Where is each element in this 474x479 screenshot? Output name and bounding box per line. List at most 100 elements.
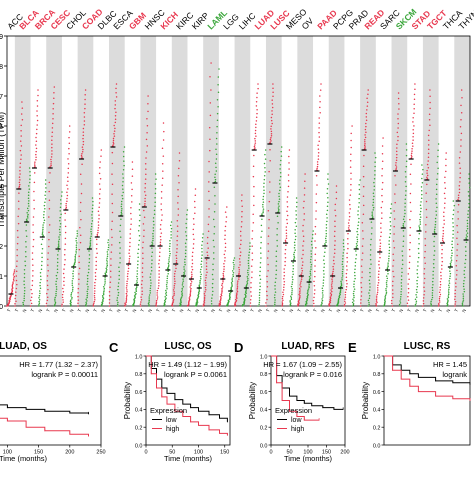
group-label: N [351, 308, 357, 313]
sample-dot [208, 216, 210, 218]
sample-dot [315, 210, 317, 212]
sample-dot [201, 251, 203, 253]
sample-dot [309, 277, 311, 279]
sample-dot [49, 166, 51, 168]
sample-dot [260, 236, 262, 238]
sample-dot [114, 127, 116, 130]
sample-column [155, 122, 165, 307]
sample-dot [452, 229, 454, 232]
sample-dot [66, 197, 68, 200]
sample-dot [400, 293, 402, 296]
sample-dot [271, 99, 273, 101]
cancer-band [140, 36, 157, 306]
sample-dot [169, 242, 171, 245]
sample-dot [302, 245, 304, 247]
sample-dot [185, 222, 187, 225]
sample-dot [107, 248, 109, 251]
sample-dot [45, 187, 47, 189]
sample-dot [35, 136, 37, 139]
sample-dot [58, 236, 60, 238]
sample-dot [208, 199, 210, 202]
sample-dot [250, 286, 252, 289]
sample-dot [334, 240, 336, 242]
sample-dot [371, 211, 373, 213]
sample-dot [184, 261, 186, 263]
sample-dot [55, 288, 58, 290]
sample-dot [220, 297, 222, 299]
sample-dot [239, 243, 242, 246]
sample-dot [200, 273, 202, 276]
sample-dot [23, 283, 25, 286]
sample-dot [111, 173, 113, 175]
sample-column [61, 125, 71, 307]
sample-dot [310, 266, 312, 268]
sample-dot [407, 295, 409, 298]
sample-dot [449, 277, 451, 280]
sample-dot [163, 130, 165, 133]
group-label: T [30, 308, 36, 313]
sample-dot [258, 297, 261, 299]
sample-dot [293, 257, 296, 259]
sample-dot [176, 239, 178, 242]
sample-dot [156, 298, 159, 300]
group-label: N [69, 308, 75, 313]
y-axis-label: Probability [248, 382, 257, 419]
sample-dot [286, 210, 288, 212]
sample-dot [438, 291, 441, 294]
sample-dot [392, 265, 394, 267]
sample-dot [149, 276, 151, 278]
sample-dot [263, 175, 266, 177]
sample-dot [353, 294, 355, 297]
sample-dot [129, 228, 132, 230]
sample-dot [462, 282, 465, 285]
sample-dot [38, 299, 41, 301]
sample-dot [231, 285, 233, 288]
y-axis-label: Probability [123, 382, 132, 419]
sample-dot [133, 295, 136, 297]
sample-dot [214, 162, 217, 165]
sample-dot [468, 199, 470, 201]
sample-dot [415, 300, 418, 302]
sample-dot [162, 122, 165, 124]
sample-dot [115, 91, 117, 94]
sample-dot [19, 162, 22, 165]
sample-dot [362, 237, 364, 240]
sample-dot [240, 225, 243, 228]
sample-dot [421, 177, 423, 180]
sample-dot [210, 89, 212, 91]
sample-dot [136, 275, 138, 278]
sample-dot [214, 176, 216, 178]
sample-dot [63, 280, 65, 283]
sample-dot [161, 162, 164, 165]
sample-dot [74, 255, 76, 258]
sample-dot [370, 233, 373, 235]
sample-dot [301, 270, 304, 272]
sample-dot [272, 83, 274, 85]
sample-dot [401, 267, 403, 270]
sample-dot [388, 255, 390, 257]
sample-dot [183, 268, 185, 270]
sample-dot [311, 233, 314, 236]
sample-dot [356, 241, 359, 243]
sample-dot [405, 176, 407, 178]
sample-dot [91, 197, 94, 199]
sample-dot [458, 191, 461, 194]
sample-dot [181, 282, 184, 284]
sample-dot [221, 290, 223, 293]
sample-dot [289, 299, 291, 302]
sample-dot [178, 160, 181, 162]
y-tick-label: 0.8 [373, 372, 381, 378]
sample-dot [267, 263, 269, 266]
sample-dot [259, 266, 262, 268]
sample-dot [256, 109, 258, 111]
sample-dot [456, 231, 459, 233]
group-label: N [335, 308, 341, 313]
sample-dot [41, 233, 44, 235]
sample-dot [89, 244, 92, 246]
y-tick-label: 0.4 [373, 408, 381, 414]
sample-dot [29, 305, 32, 307]
sample-dot [174, 270, 176, 272]
sample-dot [38, 294, 41, 297]
sample-dot [72, 277, 74, 280]
sample-dot [144, 162, 147, 165]
